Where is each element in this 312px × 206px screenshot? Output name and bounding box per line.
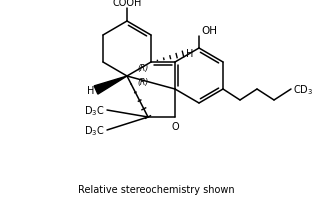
Text: Relative stereochemistry shown: Relative stereochemistry shown (78, 184, 234, 194)
Text: (R): (R) (137, 63, 149, 72)
Text: COOH: COOH (112, 0, 142, 8)
Text: H: H (87, 85, 94, 96)
Text: O: O (171, 121, 179, 131)
Text: H: H (186, 49, 193, 59)
Polygon shape (94, 77, 127, 95)
Text: D$_3$C: D$_3$C (85, 124, 105, 137)
Text: CD$_3$: CD$_3$ (293, 83, 312, 96)
Text: OH: OH (201, 26, 217, 36)
Text: (R): (R) (137, 77, 149, 86)
Text: D$_3$C: D$_3$C (85, 104, 105, 117)
